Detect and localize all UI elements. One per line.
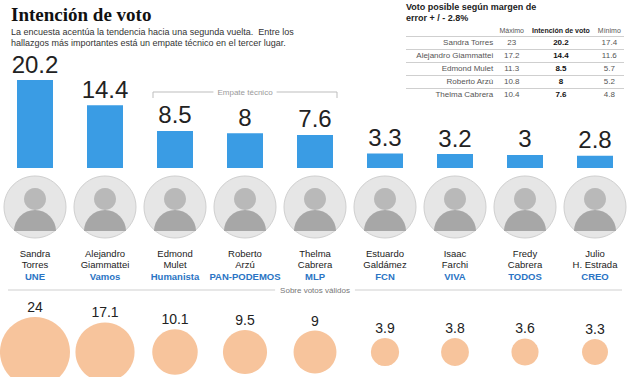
svg-text:Arzú: Arzú	[235, 259, 255, 270]
svg-text:3.2: 3.2	[438, 125, 471, 152]
html-text:11.3: 11.3	[504, 64, 520, 73]
svg-text:VIVA: VIVA	[444, 271, 466, 282]
html-text:Voto posible según margen de e: Voto posible según margen de error + / -…	[406, 2, 537, 23]
html-text:Edmond Mulet: Edmond Mulet	[441, 64, 494, 73]
svg-text:Roberto: Roberto	[228, 248, 262, 259]
html-text:10.4: 10.4	[503, 90, 520, 99]
svg-text:Giammattei: Giammattei	[81, 259, 130, 270]
svg-text:MLP: MLP	[305, 271, 326, 282]
svg-text:17.1: 17.1	[91, 304, 118, 320]
html-text:Máximo: Máximo	[499, 27, 524, 34]
svg-text:Humanista: Humanista	[151, 271, 200, 282]
svg-text:CREO: CREO	[581, 271, 608, 282]
html-text:14.4: 14.4	[553, 51, 569, 60]
svg-text:3: 3	[518, 125, 531, 152]
svg-text:Fredy: Fredy	[513, 248, 538, 259]
svg-text:UNE: UNE	[25, 271, 45, 282]
svg-text:La encuesta acentúa la tendenc: La encuesta acentúa la tendencia hacia u…	[11, 27, 296, 37]
svg-text:FCN: FCN	[375, 271, 395, 282]
svg-text:Cabrera: Cabrera	[298, 259, 333, 270]
svg-text:Edmond: Edmond	[157, 248, 192, 259]
svg-text:Julio: Julio	[585, 248, 605, 259]
svg-text:14.4: 14.4	[82, 76, 129, 103]
svg-text:Vamos: Vamos	[90, 271, 121, 282]
svg-text:7.6: 7.6	[298, 105, 331, 132]
html-text:20.2: 20.2	[553, 38, 569, 47]
svg-text:3.6: 3.6	[515, 320, 535, 336]
svg-text:Farchi: Farchi	[442, 259, 468, 270]
svg-text:8: 8	[238, 104, 251, 131]
svg-text:20.2: 20.2	[12, 51, 59, 78]
svg-text:3.8: 3.8	[445, 320, 465, 336]
svg-text:H. Estrada: H. Estrada	[573, 259, 619, 270]
html-text:Roberto Arzú: Roberto Arzú	[446, 77, 494, 86]
svg-text:hallazgos más importantes está: hallazgos más importantes está un empate…	[11, 38, 286, 48]
svg-text:TODOS: TODOS	[508, 271, 542, 282]
svg-text:Sandra: Sandra	[20, 248, 51, 259]
html-text:Sandra Torres: Sandra Torres	[443, 38, 494, 47]
html-text:11.6: 11.6	[601, 51, 617, 60]
html-text:8.5: 8.5	[555, 64, 567, 73]
html-text:5.7: 5.7	[603, 64, 615, 73]
svg-text:Alejandro: Alejandro	[85, 248, 125, 259]
html-text:17.4: 17.4	[601, 38, 618, 47]
svg-text:8.5: 8.5	[158, 101, 191, 128]
svg-text:3.9: 3.9	[375, 320, 395, 336]
svg-text:PAN-PODEMOS: PAN-PODEMOS	[209, 271, 280, 282]
svg-text:Thelma: Thelma	[299, 248, 331, 259]
svg-text:Isaac: Isaac	[444, 248, 467, 259]
svg-text:24: 24	[27, 299, 43, 315]
html-text:Thelma Cabrera: Thelma Cabrera	[435, 90, 494, 99]
html-text:10.8: 10.8	[503, 77, 520, 86]
svg-text:2.8: 2.8	[578, 126, 611, 153]
svg-text:3.3: 3.3	[368, 124, 401, 151]
html-text:Alejandro Giammattei: Alejandro Giammattei	[416, 51, 494, 60]
svg-text:Torres: Torres	[22, 259, 49, 270]
svg-text:9.5: 9.5	[235, 312, 255, 328]
svg-text:Empate técnico: Empate técnico	[217, 88, 273, 97]
svg-text:Estuardo: Estuardo	[366, 248, 404, 259]
svg-text:10.1: 10.1	[161, 311, 188, 327]
svg-text:3.3: 3.3	[585, 321, 605, 337]
html-text:Intención de voto: Intención de voto	[532, 27, 590, 34]
svg-text:Galdámez: Galdámez	[363, 259, 407, 270]
svg-text:Sobre votos válidos: Sobre votos válidos	[280, 286, 350, 295]
html-text:8: 8	[558, 77, 564, 86]
html-text:4.8: 4.8	[603, 90, 615, 99]
svg-text:Cabrera: Cabrera	[508, 259, 543, 270]
svg-text:Mulet: Mulet	[163, 259, 187, 270]
html-text:23: 23	[507, 38, 517, 47]
html-text:5.2: 5.2	[603, 77, 615, 86]
html-text:17.2: 17.2	[503, 51, 520, 60]
svg-text:Intención de voto: Intención de voto	[11, 4, 151, 25]
svg-text:9: 9	[311, 313, 319, 329]
html-text:Mínimo: Mínimo	[597, 27, 621, 34]
html-text:7.6: 7.6	[555, 90, 567, 99]
